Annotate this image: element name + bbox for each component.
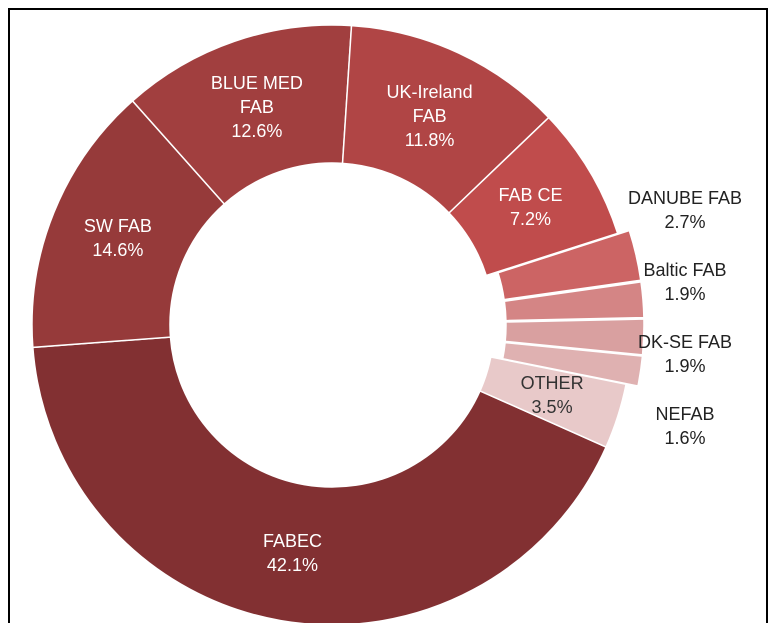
slice-label: Baltic FAB 1.9% [620, 258, 750, 306]
slice-label: BLUE MED FAB 12.6% [202, 71, 312, 143]
slice-label: OTHER 3.5% [497, 371, 607, 419]
slice-value: 7.2% [509, 208, 551, 229]
slice-name: DK-SE FAB [637, 332, 733, 352]
slice-label: UK-Ireland FAB 11.8% [375, 80, 485, 152]
slice-label: FABEC 42.1% [237, 529, 347, 577]
slice-name: UK-Ireland FAB [386, 81, 473, 126]
slice-value: 3.5% [531, 397, 573, 418]
slice-value: 1.9% [664, 356, 706, 376]
frame [8, 8, 768, 623]
slice-value: 11.8% [404, 129, 455, 150]
slice-label: SW FAB 14.6% [63, 214, 173, 262]
donut-slice [31, 99, 226, 349]
slice-name: OTHER [520, 373, 584, 394]
slice-value: 1.9% [664, 284, 706, 304]
slice-value: 1.6% [664, 428, 706, 448]
slice-name: DANUBE FAB [627, 188, 743, 208]
donut-slice [496, 229, 642, 301]
slice-name: SW FAB [83, 216, 152, 237]
slice-name: NEFAB [655, 404, 715, 424]
donut-slice [504, 318, 645, 356]
slice-label: DANUBE FAB 2.7% [620, 186, 750, 234]
donut-slice [479, 356, 627, 449]
slice-name: FAB CE [498, 184, 563, 205]
slice-label: NEFAB 1.6% [620, 402, 750, 450]
donut-slice [32, 336, 608, 623]
donut-slice [503, 281, 645, 322]
slice-name: BLUE MED FAB [210, 72, 303, 117]
slice-value: 12.6% [231, 120, 283, 141]
slice-name: FABEC [262, 530, 322, 551]
slice-name: Baltic FAB [643, 260, 727, 280]
slice-label: FAB CE 7.2% [475, 183, 585, 231]
slice-label: DK-SE FAB 1.9% [620, 330, 750, 378]
slice-value: 2.7% [664, 212, 706, 232]
slice-value: 14.6% [92, 240, 144, 261]
slice-value: 42.1% [266, 554, 318, 575]
donut-slice [447, 116, 619, 277]
